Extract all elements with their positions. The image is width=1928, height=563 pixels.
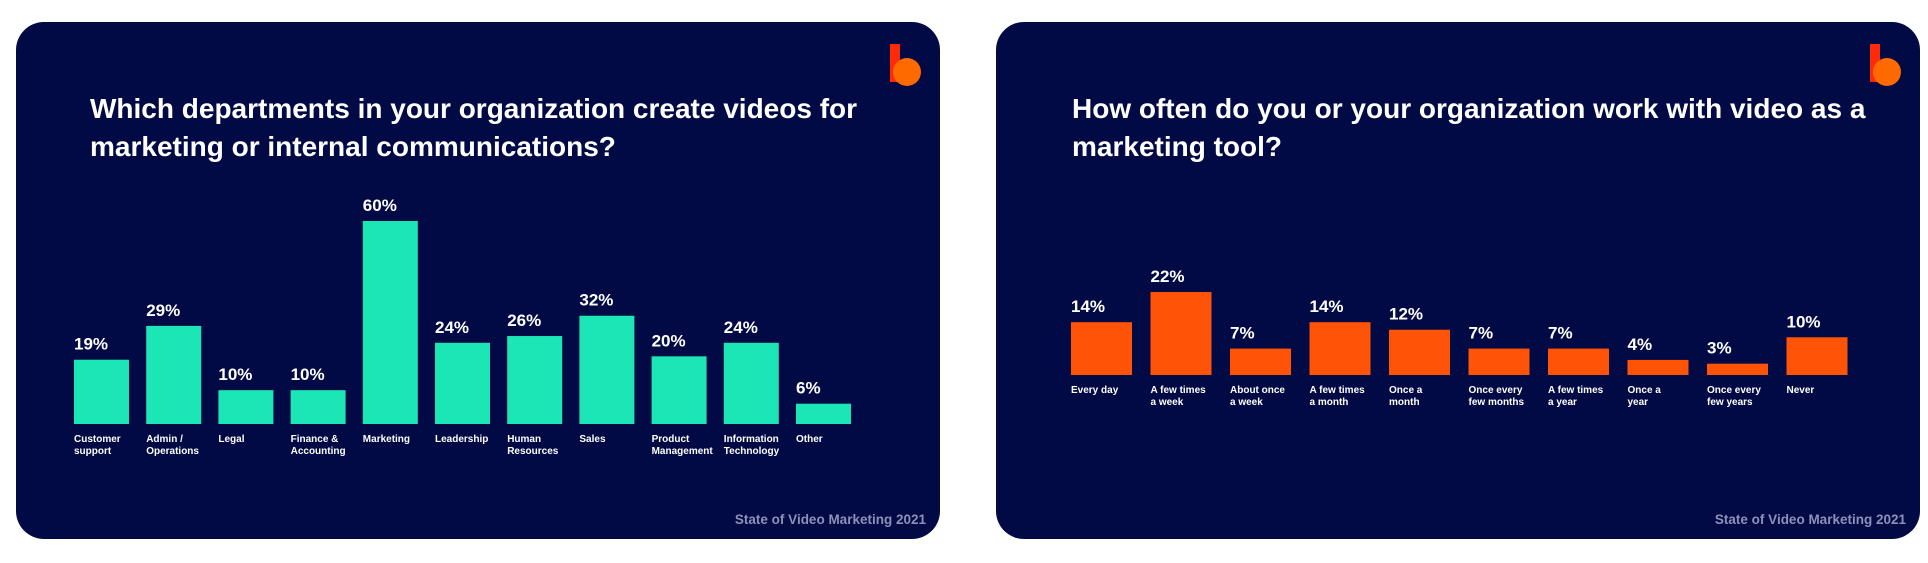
bar [435,342,490,424]
category-label: Once every few years [1707,385,1761,408]
category-label: Marketing [363,434,410,445]
bar-value-label: 29% [146,301,180,320]
bar-chart-departments: 19% Customer support 29% Admin / Operations 10… [74,196,851,457]
chart-card-departments: Which departments in your organization c… [16,22,940,539]
category-label: Information Technology [724,434,780,457]
chart-title: How often do you or your organization wo… [1072,93,1866,162]
bar-value-label: 6% [796,379,821,398]
bar-value-label: 22% [1151,267,1185,286]
bar-value-label: 10% [291,365,325,384]
bar [651,356,707,424]
bar [1071,322,1132,375]
category-label: Every day [1071,385,1119,396]
category-label: Once every few months [1469,385,1525,408]
brand-logo-icon [1870,44,1901,86]
bar [1468,348,1530,375]
bar-value-label: 7% [1469,324,1494,343]
bar-value-label: 12% [1389,305,1423,324]
bar-value-label: 19% [74,335,108,354]
category-label: Once a month [1389,385,1423,408]
source-footer: State of Video Marketing 2021 [734,512,926,527]
category-label: Never [1787,385,1815,396]
bar-value-label: 10% [218,365,252,384]
bar [1150,292,1212,375]
bar-value-label: 20% [652,331,686,350]
bar [579,315,635,424]
category-label: Legal [218,434,244,445]
bar [362,221,418,424]
bar [1230,348,1291,375]
category-label: Human Resources [507,434,559,457]
bar-value-label: 7% [1230,324,1255,343]
category-label: About once a week [1230,385,1285,408]
category-label: Finance & Accounting [291,434,346,457]
bar [1707,363,1768,375]
bar [74,359,129,424]
bar [218,390,274,424]
bar-value-label: 4% [1628,335,1653,354]
bar [1309,322,1371,375]
bar [507,336,563,424]
bar-value-label: 26% [507,311,541,330]
bar-value-label: 7% [1548,324,1573,343]
bar-chart-frequency: 14% Every day 22% A few times a week 7% About … [1071,267,1848,408]
bar-value-label: 24% [435,318,469,337]
bar-value-label: 3% [1707,339,1732,358]
category-label: Product Management [652,434,714,457]
chart-title: Which departments in your organization c… [90,93,858,162]
bar [1548,348,1609,375]
category-label: Sales [579,434,606,445]
bar [146,325,202,424]
bar [723,342,779,424]
category-label: Leadership [435,434,488,445]
category-label: Other [796,434,823,445]
bar-value-label: 14% [1310,297,1344,316]
brand-logo-icon [890,44,921,86]
bar-value-label: 14% [1071,297,1105,316]
bar-value-label: 32% [579,291,613,310]
bar-value-label: 10% [1787,312,1821,331]
category-label: A few times a week [1151,385,1207,408]
chart-card-frequency: How often do you or your organization wo… [996,22,1920,539]
bar [1786,337,1848,375]
category-label: Admin / Operations [146,434,199,457]
bar-value-label: 60% [363,196,397,215]
bar [1389,329,1450,375]
bar [1627,359,1689,375]
source-footer: State of Video Marketing 2021 [1714,512,1906,527]
category-label: A few times a month [1310,385,1366,408]
bar [796,403,851,424]
category-label: A few times a year [1548,385,1604,408]
category-label: Customer support [74,434,121,457]
bar-value-label: 24% [724,318,758,337]
bar [290,390,346,424]
category-label: Once a year [1628,385,1662,408]
